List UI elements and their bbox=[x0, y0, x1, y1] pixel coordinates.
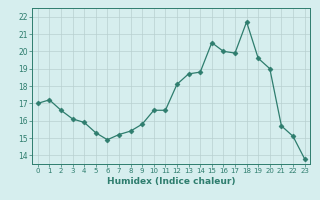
X-axis label: Humidex (Indice chaleur): Humidex (Indice chaleur) bbox=[107, 177, 236, 186]
